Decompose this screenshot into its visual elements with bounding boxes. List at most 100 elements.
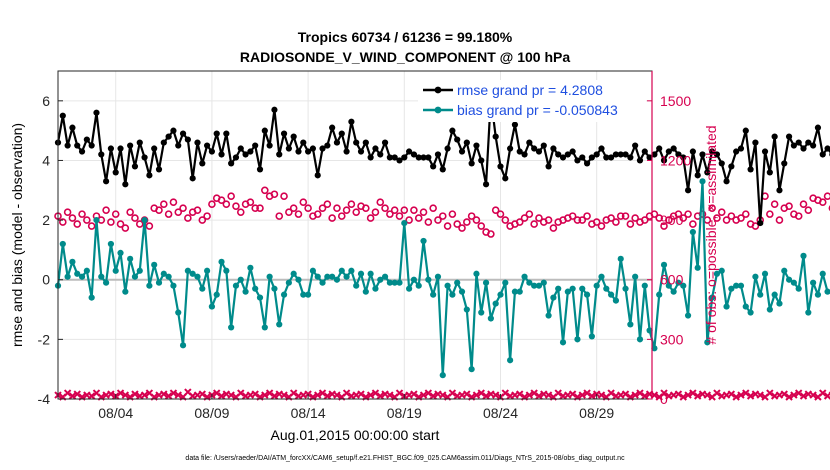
- rmse-point: [59, 112, 66, 119]
- rmse-point: [444, 145, 451, 152]
- obs-assimilated-point: [289, 389, 298, 397]
- bias-point: [353, 282, 360, 289]
- rmse-point: [372, 145, 379, 152]
- bias-point: [295, 276, 302, 283]
- bias-point: [434, 273, 442, 280]
- obs-assimilated-point: [597, 391, 606, 399]
- obs-possible-point: [111, 210, 120, 218]
- obs-assimilated-point: [342, 389, 351, 397]
- rmse-point: [357, 148, 365, 155]
- obs-assimilated-point: [693, 392, 702, 400]
- bias-point: [146, 282, 153, 289]
- x-tick-label: 08/09: [194, 405, 229, 421]
- obs-possible-point: [256, 204, 264, 212]
- rmse-point: [680, 154, 687, 161]
- obs-assimilated-point: [766, 389, 774, 397]
- obs-possible-point: [597, 222, 606, 230]
- rmse-point: [232, 154, 240, 161]
- bias-point: [319, 279, 326, 286]
- bias-point: [550, 294, 557, 301]
- rmse-point: [761, 148, 769, 155]
- rmse-point: [377, 151, 384, 158]
- bias-point: [127, 255, 134, 262]
- obs-possible-point: [458, 224, 466, 232]
- obs-assimilated-point: [376, 392, 384, 400]
- rmse-point: [117, 145, 124, 152]
- bias-point: [93, 216, 100, 224]
- bias-point: [689, 228, 696, 236]
- obs-possible-point: [655, 214, 664, 222]
- bias-point: [608, 291, 615, 298]
- bias-point: [603, 285, 610, 292]
- rmse-point: [824, 145, 830, 152]
- obs-possible-point: [184, 214, 192, 222]
- bias-point: [107, 240, 115, 248]
- obs-possible-point: [612, 218, 620, 226]
- rmse-point: [406, 148, 413, 155]
- rmse-point: [800, 145, 807, 152]
- obs-possible-point: [328, 214, 336, 222]
- obs-possible-point: [684, 210, 692, 218]
- obs-possible-point: [121, 224, 130, 232]
- rmse-point: [420, 154, 427, 161]
- obs-possible-point: [429, 204, 437, 212]
- rmse-point: [324, 142, 331, 149]
- bias-point: [598, 273, 605, 280]
- rmse-point: [689, 148, 696, 155]
- rmse-point: [785, 133, 793, 140]
- bias-point: [305, 291, 312, 298]
- bias-point: [622, 285, 629, 292]
- obs-possible-point: [366, 214, 375, 222]
- obs-possible-point: [751, 222, 760, 230]
- obs-possible-point: [280, 192, 288, 201]
- rmse-point: [184, 136, 191, 143]
- bias-point: [463, 306, 470, 313]
- obs-possible-point: [448, 210, 457, 218]
- obs-possible-point: [708, 204, 716, 212]
- bias-point: [98, 273, 105, 280]
- obs-possible-point: [193, 206, 202, 214]
- obs-assimilated-point: [371, 389, 380, 397]
- obs-possible-point: [515, 218, 524, 226]
- bias-point: [112, 267, 119, 274]
- y2-tick-label: 300: [660, 331, 684, 347]
- obs-possible-point: [87, 222, 96, 230]
- rmse-point: [98, 151, 105, 158]
- obs-assimilated-point: [794, 389, 803, 397]
- bias-point: [343, 273, 350, 280]
- obs-possible-point: [741, 210, 750, 218]
- bias-point: [449, 291, 456, 298]
- obs-possible-point: [395, 212, 404, 220]
- rmse-point: [757, 219, 764, 227]
- bias-point: [165, 273, 172, 280]
- rmse-point: [718, 160, 725, 167]
- obs-assimilated-point: [164, 392, 173, 400]
- rmse-point: [733, 148, 740, 155]
- obs-assimilated-point: [737, 391, 745, 399]
- obs-assimilated-point: [636, 389, 644, 397]
- obs-possible-point: [463, 218, 471, 226]
- obs-possible-point: [299, 198, 308, 206]
- rmse-point: [497, 163, 504, 170]
- rmse-point: [88, 142, 95, 149]
- obs-assimilated-point: [607, 389, 615, 397]
- rmse-point: [819, 151, 826, 158]
- rmse-point: [723, 178, 730, 185]
- bias-point: [564, 288, 571, 295]
- obs-assimilated-point: [727, 390, 736, 398]
- rmse-point: [141, 154, 148, 161]
- bias-point: [314, 273, 321, 280]
- rmse-point: [276, 151, 283, 158]
- obs-assimilated-point: [756, 391, 764, 399]
- obs-assimilated-point: [116, 389, 125, 397]
- rmse-point: [684, 187, 692, 194]
- obs-possible-point: [323, 200, 332, 208]
- bias-point: [569, 285, 576, 292]
- y-axis-ticks: -4 -2 0 2 4 6: [38, 93, 63, 407]
- bias-point: [136, 267, 143, 274]
- obs-possible-point: [251, 204, 259, 212]
- rmse-point: [343, 148, 350, 155]
- obs-possible-point: [386, 210, 394, 218]
- bias-point: [381, 273, 389, 280]
